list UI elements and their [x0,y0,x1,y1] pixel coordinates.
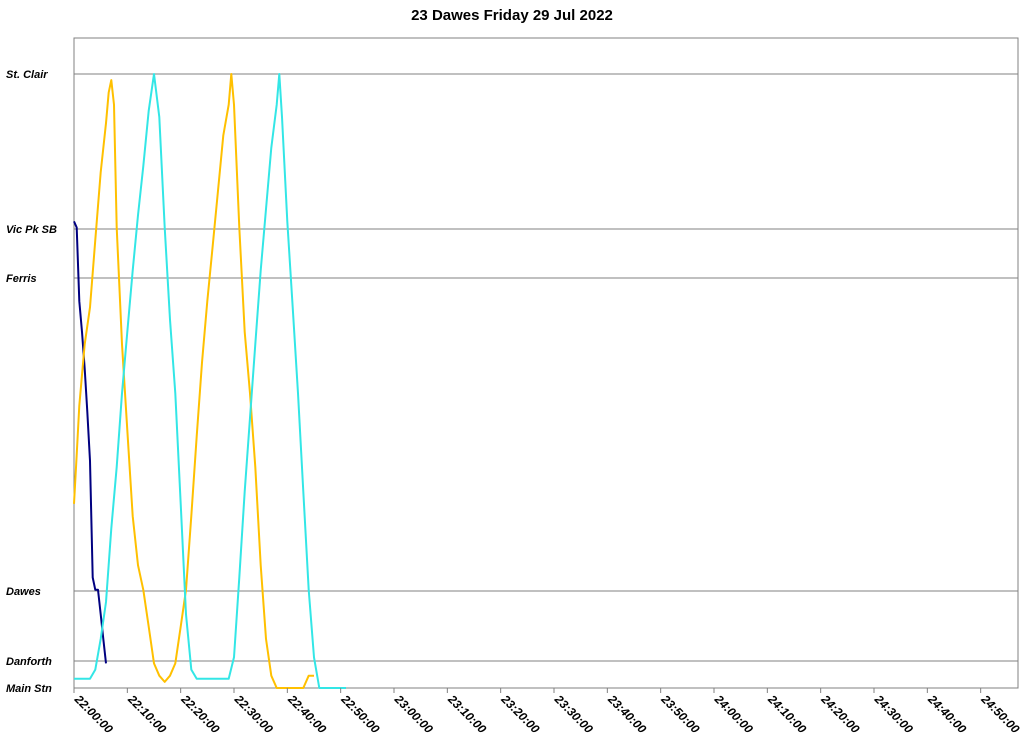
x-tick-label: 24:10:00 [765,692,810,737]
y-tick-label: Dawes [6,586,41,598]
x-tick-label: 23:20:00 [498,692,543,737]
x-tick-label: 22:40:00 [285,692,330,737]
x-tick-label: 22:30:00 [231,692,276,737]
y-tick-label: St. Clair [6,69,48,81]
x-tick-label: 24:00:00 [711,692,756,737]
x-tick-label: 24:20:00 [818,692,863,737]
y-axis-labels: St. Clair Vic Pk SB Ferris Dawes Danforth Mai… [6,69,57,695]
x-tick-label: 22:50:00 [338,692,383,737]
series-line [73,73,314,689]
x-tick-label: 22:00:00 [71,692,116,737]
x-axis-labels: 22:00:00 22:10:00 22:20:00 22:30:00 22:40:00… [71,688,1023,737]
series-line [74,73,346,689]
x-tick-label: 23:50:00 [658,692,703,737]
y-tick-label: Danforth [6,656,52,668]
x-tick-label: 24:40:00 [925,692,970,737]
x-tick-label: 22:10:00 [125,692,170,737]
x-tick-label: 23:30:00 [551,692,596,737]
x-tick-label: 24:30:00 [871,692,916,737]
series-layer [73,73,346,689]
chart-title: 23 Dawes Friday 29 Jul 2022 [411,7,613,24]
plot-area [73,37,1019,689]
x-tick-label: 23:00:00 [391,692,436,737]
x-tick-label: 23:40:00 [605,692,650,737]
y-tick-label: Vic Pk SB [6,224,57,236]
x-tick-label: 24:50:00 [978,692,1023,737]
x-tick-label: 22:20:00 [178,692,223,737]
y-tick-label: Ferris [6,273,37,285]
series-line [73,220,107,664]
x-tick-label: 23:10:00 [445,692,490,737]
y-tick-label: Main Stn [6,683,52,695]
